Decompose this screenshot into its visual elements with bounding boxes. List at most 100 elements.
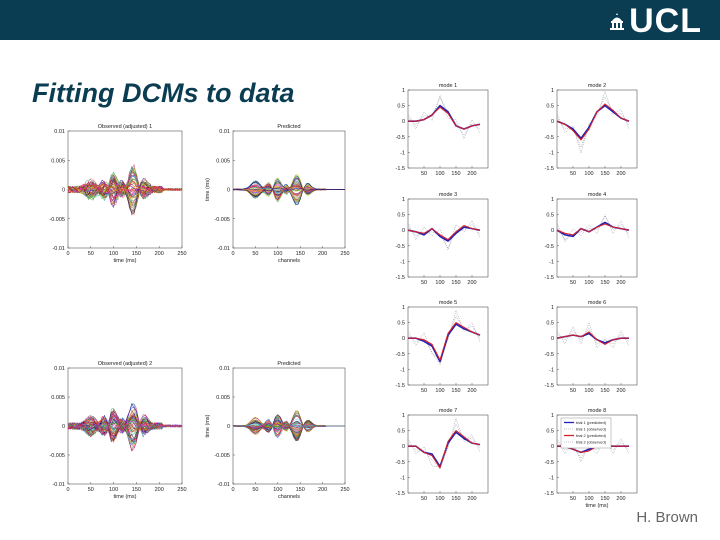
mode3-ytick-label: 1 [402, 197, 405, 203]
mode2-series-2-line [556, 103, 630, 141]
mode5-ytick-label: 0 [402, 336, 405, 342]
pred1-channel-traces [233, 174, 345, 206]
mode5-series-2-line [408, 322, 481, 361]
mode7-ytick-label: 1 [402, 413, 405, 419]
legend-label-3: trial 2 (predicted) [576, 433, 607, 438]
obs1-ytick-label: -0.01 [52, 246, 65, 252]
mode6-ytick-label: 0.5 [546, 321, 554, 327]
mode3-ytick-label: -0.5 [396, 244, 405, 250]
pred1-xtick-label: 200 [318, 251, 327, 257]
obs1-ytick-label: 0.005 [51, 158, 65, 164]
obs2-channel-traces [68, 403, 182, 452]
pred1-ylabel: time (ms) [205, 178, 211, 201]
mode3-xtick-label: 200 [467, 280, 476, 286]
pred2-ytick-label: -0.005 [214, 453, 230, 459]
mode6-ytick-label: -1.5 [545, 383, 554, 389]
mode1-ytick-label: 0 [402, 119, 405, 125]
obs1-xtick-label: 150 [132, 251, 141, 257]
obs2-ytick-label: 0.005 [51, 395, 65, 401]
mode1-ytick-label: 0.5 [397, 104, 405, 110]
mode7-ytick-label: 0 [402, 444, 405, 450]
mode7-xtick-label: 100 [435, 496, 444, 502]
mode3-xtick-label: 150 [451, 280, 460, 286]
mode2-title: mode 2 [588, 83, 606, 89]
pred2-xtick-label: 50 [252, 487, 258, 493]
pred2-channel-trace [233, 417, 345, 433]
mode6-ytick-label: 0 [551, 336, 554, 342]
obs2-channel-trace [68, 409, 182, 433]
mode5-xtick-label: 150 [451, 388, 460, 394]
legend-label-2: trial 1 (observed) [576, 427, 607, 432]
mode6-series-2-line [556, 331, 629, 345]
mode8-ytick-label: -0.5 [545, 460, 554, 466]
pred1-xtick-label: 50 [252, 251, 258, 257]
mode3-series-2-line [407, 224, 481, 241]
mode2-ytick-label: 1 [551, 88, 554, 94]
pred2-ytick-label: 0 [227, 424, 230, 430]
obs1-xlabel: time (ms) [114, 258, 137, 264]
obs2-channel-trace [68, 416, 182, 439]
pred2-title: Predicted [277, 361, 300, 367]
pred2-xtick-label: 100 [273, 487, 282, 493]
mode6-xtick-label: 150 [600, 388, 609, 394]
mode4-ytick-label: -1 [549, 259, 554, 265]
mode3-ytick-label: 0 [402, 228, 405, 234]
pred1-ytick-label: -0.01 [217, 246, 230, 252]
mode2-xtick-label: 150 [600, 171, 609, 177]
obs2-ytick-label: 0.01 [54, 366, 65, 372]
ucl-logo-text: UCL [629, 2, 702, 40]
mode1-xtick-label: 100 [435, 171, 444, 177]
mode6-xtick-label: 200 [616, 388, 625, 394]
mode6-title: mode 6 [588, 300, 606, 306]
mode4-xtick-label: 150 [600, 280, 609, 286]
mode1-xtick-label: 150 [451, 171, 460, 177]
pred1-ytick-label: 0.005 [216, 158, 230, 164]
obs1-ytick-label: 0.01 [54, 129, 65, 135]
mode5-axes-box [407, 306, 489, 386]
mode4-series-2-line [556, 223, 630, 236]
mode2-xtick-label: 100 [584, 171, 593, 177]
mode1-xtick-label: 200 [467, 171, 476, 177]
mode1-ytick-label: -1 [400, 150, 405, 156]
mode2-xtick-label: 50 [570, 171, 576, 177]
mode8-xtick-label: 150 [600, 496, 609, 502]
obs2-title: Observed (adjusted) 2 [98, 361, 152, 367]
mode3-ytick-label: -1.5 [396, 275, 405, 281]
pred2-ylabel: time (ms) [205, 414, 211, 437]
mode2-ytick-label: -0.5 [545, 135, 554, 141]
pred1-xtick-label: 250 [340, 251, 349, 257]
obs1-xtick-label: 50 [88, 251, 94, 257]
mode3-series-1-line [407, 226, 481, 242]
mode7-ytick-label: -0.5 [396, 460, 405, 466]
mode6-ytick-label: -0.5 [545, 352, 554, 358]
mode7-ytick-label: -1 [400, 475, 405, 481]
mode7-series-2-line [408, 430, 481, 469]
pred2-xlabel: channels [278, 494, 300, 500]
mode8-ytick-label: 0 [551, 444, 554, 450]
pred2-ytick-label: 0.01 [219, 366, 230, 372]
obs1-channel-trace [68, 174, 182, 199]
mode6-ytick-label: -1 [549, 367, 554, 373]
pred2-ytick-label: 0.005 [216, 395, 230, 401]
obs2-xtick-label: 150 [132, 487, 141, 493]
obs2-xtick-label: 100 [109, 487, 118, 493]
mode7-xtick-label: 50 [421, 496, 427, 502]
mode3-title: mode 3 [439, 192, 457, 198]
pred1-ytick-label: 0 [227, 188, 230, 194]
mode1-axes-box [407, 89, 489, 169]
mode1-series-2-line [408, 106, 481, 130]
mode4-xtick-label: 200 [616, 280, 625, 286]
mode5-xtick-label: 50 [421, 388, 427, 394]
mode5-xtick-label: 200 [467, 388, 476, 394]
mode3-ytick-label: 0.5 [397, 213, 405, 219]
mode8-ytick-label: -1.5 [545, 491, 554, 497]
pred2-xtick-label: 0 [231, 487, 234, 493]
portico-dome-icon [610, 13, 625, 30]
mode8-xlabel: time (ms) [586, 503, 609, 509]
obs1-channel-trace [68, 179, 182, 194]
obs2-xtick-label: 250 [177, 487, 186, 493]
mode1-title: mode 1 [439, 83, 457, 89]
obs2-xlabel: time (ms) [114, 494, 137, 500]
mode5-ytick-label: -1.5 [396, 383, 405, 389]
